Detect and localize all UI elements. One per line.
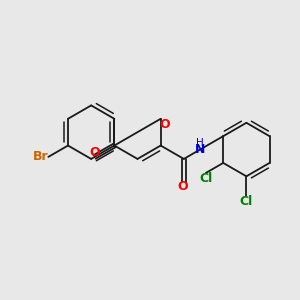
Text: Cl: Cl bbox=[199, 172, 212, 185]
Text: H: H bbox=[196, 138, 204, 148]
Text: Cl: Cl bbox=[240, 195, 253, 208]
Text: O: O bbox=[159, 118, 169, 131]
Text: O: O bbox=[89, 146, 100, 159]
Text: O: O bbox=[177, 180, 188, 193]
Text: Br: Br bbox=[33, 150, 49, 164]
Text: N: N bbox=[195, 142, 205, 155]
